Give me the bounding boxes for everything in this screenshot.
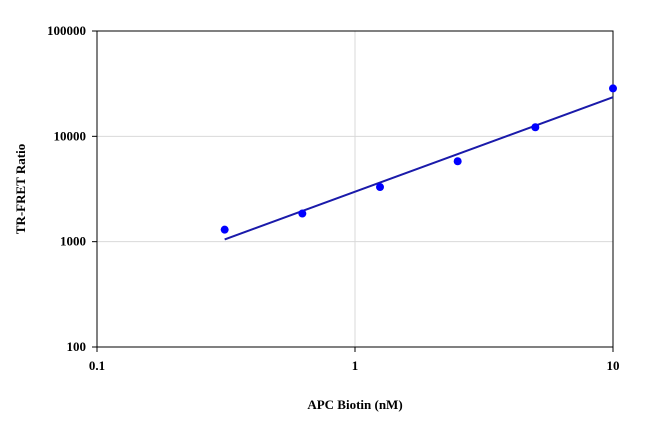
data-point (376, 183, 385, 192)
data-point (609, 84, 617, 93)
y-axis-ticks: 100 1000 10000 100000 (47, 23, 97, 354)
data-point (220, 225, 229, 234)
trendline (224, 96, 614, 241)
data-points (220, 84, 617, 234)
x-axis-title: APC Biotin (nM) (307, 397, 402, 412)
y-axis-title: TR-FRET Ratio (13, 144, 28, 234)
data-point (531, 123, 540, 132)
trendline-group (224, 96, 614, 241)
data-point (453, 157, 462, 166)
gridlines (97, 31, 613, 347)
data-point (298, 209, 307, 218)
y-tick-label: 1000 (60, 234, 86, 249)
y-tick-label: 100 (67, 339, 87, 354)
x-tick-label: 10 (607, 358, 620, 373)
y-tick-label: 100000 (47, 23, 86, 38)
y-tick-label: 10000 (54, 128, 87, 143)
x-axis-ticks: 0.1 1 10 (89, 347, 620, 373)
x-tick-label: 0.1 (89, 358, 105, 373)
x-tick-label: 1 (352, 358, 359, 373)
